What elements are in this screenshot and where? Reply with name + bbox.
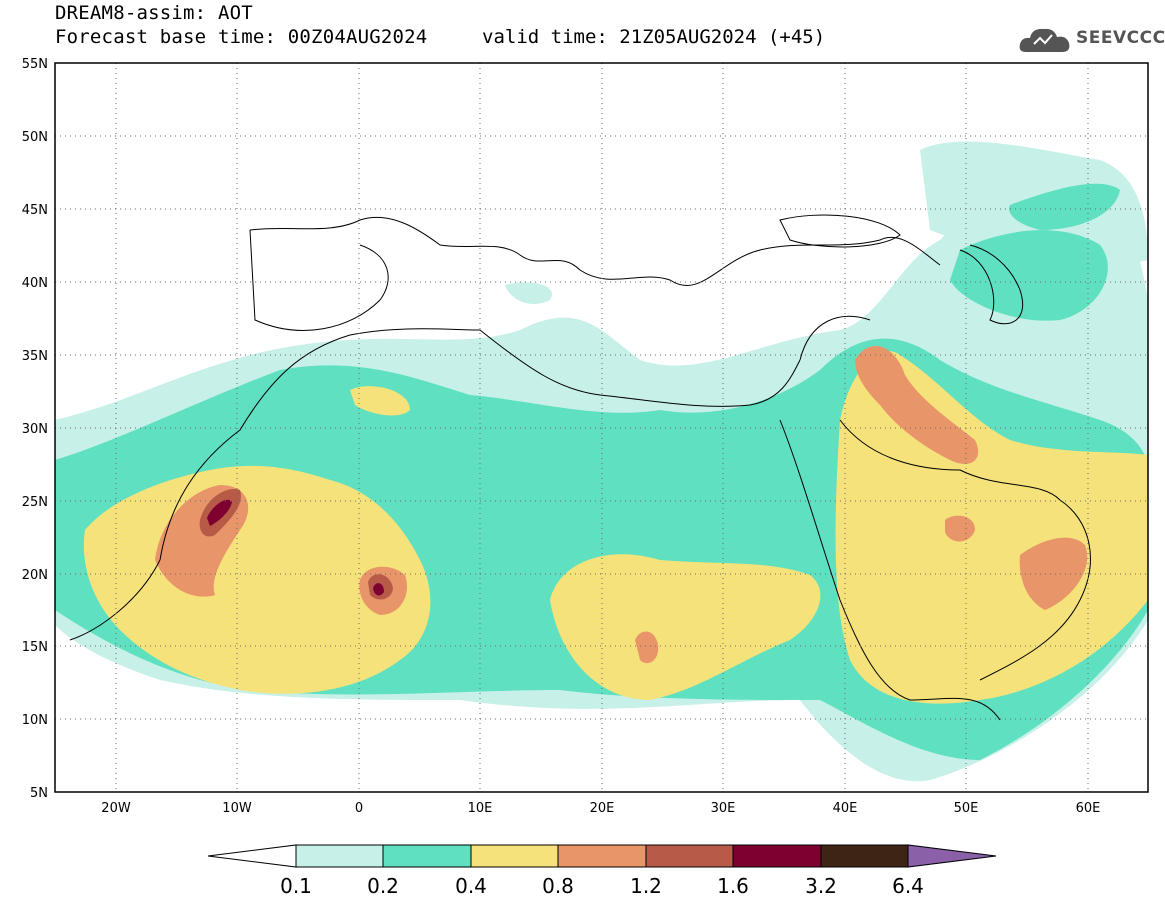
aot-band-0-4-nile [350,386,410,416]
colorbar-label-1-2: 1.2 [630,874,662,898]
coast-black-sea [779,214,901,248]
colorbar-label-0-2: 0.2 [367,874,399,898]
colorbar-swatch-0 [295,844,384,868]
colorbar-swatch-5 [732,844,822,868]
lon-tick-10e: 10E [468,801,493,816]
colorbar-label-3-2: 3.2 [805,874,837,898]
aot-band-0-4-east [835,351,1148,704]
model-title: DREAM8-assim: AOT [55,2,253,24]
lon-tick-20w: 20W [101,801,131,816]
colorbar-swatch-3 [557,844,647,868]
aot-band-0-8-oman [1019,537,1088,610]
coastlines [69,214,1091,721]
valid-time: valid time: 21Z05AUG2024 (+45) [482,26,826,48]
lat-tick-40n: 40N [22,276,48,291]
colorbar-swatch-6 [820,844,909,868]
colorbar [207,844,997,868]
aot-field [55,63,1148,792]
lat-tick-30n: 30N [22,422,48,437]
forecast-base-time: Forecast base time: 00Z04AUG2024 [55,26,428,48]
lon-tick-0: 0 [355,801,363,816]
map-frame [54,62,1149,793]
coast-arabia [839,419,1091,681]
cloud-icon [1019,28,1070,52]
colorbar-labels: 0.1 0.2 0.4 0.8 1.2 1.6 3.2 6.4 [280,874,924,898]
lat-tick-50n: 50N [22,130,48,145]
logo-text: SEEVCCC [1076,28,1165,48]
lat-tick-20n: 20N [22,568,48,583]
colorbar-label-0-8: 0.8 [542,874,574,898]
lat-tick-15n: 15N [22,640,48,655]
colorbar-label-0-1: 0.1 [280,874,312,898]
colorbar-label-6-4: 6.4 [892,874,924,898]
lat-tick-55n: 55N [22,57,48,72]
coast-red-sea [779,419,1001,721]
lon-tick-50e: 50E [954,801,979,816]
aot-band-1-6 [207,499,232,526]
coast-europe [249,216,941,286]
colorbar-swatch-2 [470,844,559,868]
coast-caspian [959,244,1024,325]
colorbar-under-arrow [207,844,297,868]
aot-band-0-8-chad [635,631,659,664]
aot-band-0-8-iraq [855,345,979,464]
coast-iberia [249,229,389,331]
colorbar-swatch-4 [645,844,734,868]
coast-west-africa [69,559,161,641]
lon-tick-20e: 20E [590,801,615,816]
lat-tick-45n: 45N [22,203,48,218]
colorbar-swatch-1 [382,844,472,868]
aot-band-0-1-balkan [505,282,552,305]
colorbar-label-1-6: 1.6 [717,874,749,898]
lat-tick-5n: 5N [30,786,48,801]
colorbar-over-arrow [907,844,997,868]
lon-tick-30e: 30E [711,801,736,816]
gridlines [55,63,1148,792]
lat-tick-25n: 25N [22,495,48,510]
aot-band-1-6-mali [373,583,384,596]
lon-tick-60e: 60E [1076,801,1101,816]
lon-tick-10w: 10W [222,801,252,816]
lon-tick-40e: 40E [833,801,858,816]
coast-levant [799,315,871,361]
lat-tick-labels: 55N 50N 45N 40N 35N 30N 25N 20N 15N 10N … [22,57,48,801]
coast-north-africa [159,328,801,561]
lat-tick-35n: 35N [22,349,48,364]
aot-band-0-8-saudi [945,515,975,542]
colorbar-label-0-4: 0.4 [455,874,487,898]
aot-band-0-2-aral [1009,183,1120,230]
lat-tick-10n: 10N [22,713,48,728]
lon-tick-labels: 20W 10W 0 10E 20E 30E 40E 50E 60E [101,801,1100,816]
aot-band-0-4-center [550,554,821,700]
seevccc-logo: SEEVCCC [1018,22,1165,58]
